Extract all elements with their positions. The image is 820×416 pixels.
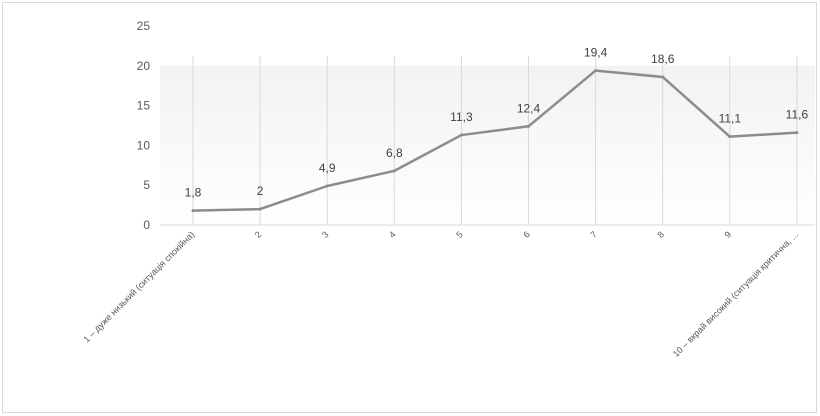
data-label: 6,8: [386, 146, 403, 160]
series-line: [192, 69, 797, 212]
data-label: 11,3: [450, 110, 473, 124]
y-tick-label: 25: [137, 19, 151, 33]
x-tick-label: 9: [723, 229, 734, 240]
x-tick-label: 7: [588, 229, 599, 240]
data-label: 2: [257, 184, 264, 198]
data-label: 4,9: [319, 161, 336, 175]
x-tick-label: 5: [454, 229, 465, 240]
data-point: [795, 131, 799, 135]
data-point: [392, 169, 396, 173]
data-point: [661, 75, 665, 79]
x-tick-label: 1 – дуже низький (ситуація спокійна): [81, 229, 196, 344]
data-point: [594, 69, 598, 73]
data-point: [527, 124, 530, 128]
y-tick-label: 5: [143, 178, 150, 192]
y-tick-label: 0: [143, 218, 150, 232]
data-label: 11,6: [786, 108, 809, 122]
x-tick-label: 3: [320, 229, 331, 240]
data-point: [325, 184, 329, 188]
x-tick-label: 6: [521, 229, 532, 240]
data-label: 12,4: [517, 101, 541, 115]
y-tick-label: 10: [137, 138, 151, 152]
data-point: [728, 135, 732, 139]
data-point: [459, 133, 463, 137]
data-label: 19,4: [584, 46, 608, 60]
data-label: 11,1: [719, 112, 742, 126]
data-label: 18,6: [651, 52, 675, 66]
x-tick-label: 4: [387, 229, 398, 240]
plot-area: [160, 65, 815, 225]
data-label: 1,8: [185, 186, 202, 200]
y-tick-label: 20: [137, 59, 151, 73]
x-tick-label: 2: [253, 229, 264, 240]
x-tick-label: 8: [655, 229, 666, 240]
data-point: [191, 209, 195, 213]
data-point: [258, 207, 262, 211]
x-tick-label: 10 – вкрай високий (ситуація критична, .…: [671, 229, 801, 359]
y-tick-label: 15: [137, 99, 151, 113]
